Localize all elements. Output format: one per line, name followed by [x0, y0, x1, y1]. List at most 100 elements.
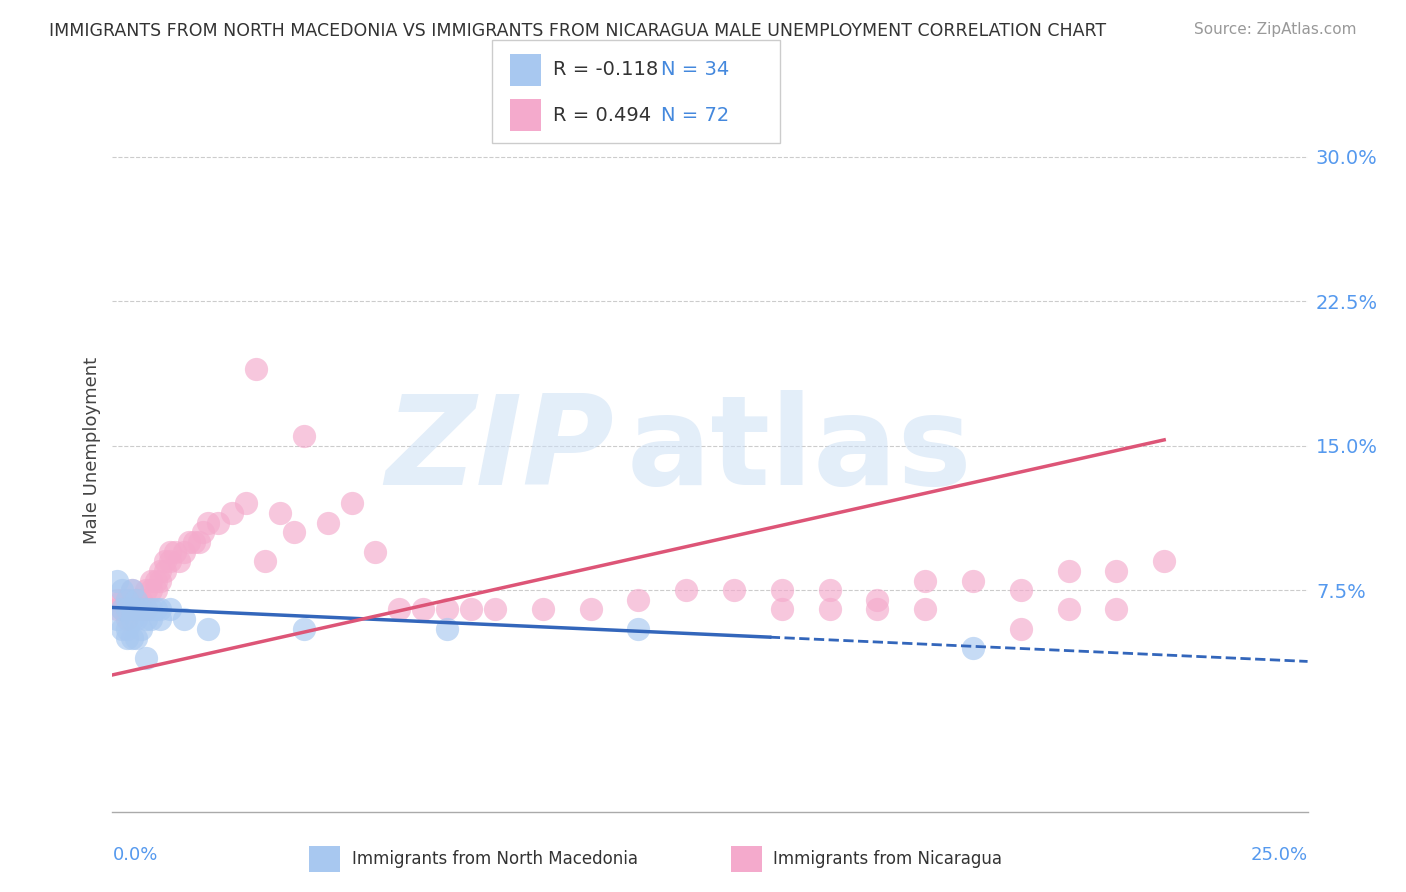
Point — [135, 612, 157, 626]
Point — [135, 602, 157, 616]
Point — [135, 583, 157, 598]
Point — [139, 583, 162, 598]
Point — [818, 602, 841, 616]
Point — [135, 602, 157, 616]
Point — [145, 574, 167, 588]
Point — [579, 602, 602, 616]
Point — [145, 583, 167, 598]
Text: R = 0.494: R = 0.494 — [553, 105, 651, 125]
Point — [163, 544, 186, 558]
Point — [221, 506, 243, 520]
Point — [135, 650, 157, 665]
Point — [187, 535, 209, 549]
Point — [121, 632, 143, 646]
Point — [235, 496, 257, 510]
Point — [135, 602, 157, 616]
Point — [627, 592, 650, 607]
Point — [145, 602, 167, 616]
Point — [129, 622, 152, 636]
Point — [173, 612, 195, 626]
Point — [115, 602, 138, 616]
Point — [125, 612, 148, 626]
Point — [149, 574, 172, 588]
Point — [111, 583, 134, 598]
Point — [412, 602, 434, 616]
Point — [115, 612, 138, 626]
Point — [675, 583, 697, 598]
Text: ZIP: ZIP — [385, 390, 614, 511]
Point — [962, 574, 984, 588]
Point — [105, 574, 128, 588]
Point — [1105, 564, 1128, 578]
Point — [183, 535, 205, 549]
Point — [193, 525, 215, 540]
Point — [125, 632, 148, 646]
Point — [436, 602, 458, 616]
Point — [173, 544, 195, 558]
Point — [129, 602, 152, 616]
Point — [340, 496, 363, 510]
Y-axis label: Male Unemployment: Male Unemployment — [83, 357, 101, 544]
Point — [115, 632, 138, 646]
Point — [197, 622, 219, 636]
Point — [111, 592, 134, 607]
Point — [197, 516, 219, 530]
Point — [121, 602, 143, 616]
Point — [962, 640, 984, 655]
Point — [627, 622, 650, 636]
Point — [121, 583, 143, 598]
Point — [105, 602, 128, 616]
Text: atlas: atlas — [627, 390, 972, 511]
Point — [115, 602, 138, 616]
Point — [723, 583, 745, 598]
Point — [121, 583, 143, 598]
Point — [105, 612, 128, 626]
Text: IMMIGRANTS FROM NORTH MACEDONIA VS IMMIGRANTS FROM NICARAGUA MALE UNEMPLOYMENT C: IMMIGRANTS FROM NORTH MACEDONIA VS IMMIG… — [49, 22, 1107, 40]
Point — [153, 554, 176, 568]
Point — [914, 602, 936, 616]
Point — [115, 592, 138, 607]
Point — [283, 525, 305, 540]
Text: 25.0%: 25.0% — [1250, 847, 1308, 864]
Point — [149, 602, 172, 616]
Text: Source: ZipAtlas.com: Source: ZipAtlas.com — [1194, 22, 1357, 37]
Point — [111, 602, 134, 616]
Point — [269, 506, 291, 520]
Point — [460, 602, 482, 616]
Point — [770, 602, 793, 616]
Point — [818, 583, 841, 598]
Point — [105, 592, 128, 607]
Point — [139, 612, 162, 626]
Text: Immigrants from Nicaragua: Immigrants from Nicaragua — [773, 850, 1002, 868]
Text: N = 34: N = 34 — [661, 60, 730, 79]
Point — [111, 602, 134, 616]
Point — [139, 574, 162, 588]
Point — [153, 564, 176, 578]
Point — [254, 554, 277, 568]
Text: 0.0%: 0.0% — [112, 847, 157, 864]
Point — [159, 554, 181, 568]
Point — [1057, 602, 1080, 616]
Point — [207, 516, 229, 530]
Point — [292, 429, 315, 443]
Point — [121, 602, 143, 616]
Point — [125, 592, 148, 607]
Point — [1010, 622, 1032, 636]
Point — [125, 602, 148, 616]
Point — [159, 602, 181, 616]
Point — [129, 592, 152, 607]
Point — [866, 602, 889, 616]
Point — [125, 602, 148, 616]
Point — [125, 602, 148, 616]
Point — [914, 574, 936, 588]
Point — [149, 612, 172, 626]
Point — [121, 612, 143, 626]
Point — [1153, 554, 1175, 568]
Point — [125, 592, 148, 607]
Point — [436, 622, 458, 636]
Point — [115, 622, 138, 636]
Point — [484, 602, 506, 616]
Point — [1010, 583, 1032, 598]
Point — [245, 361, 267, 376]
Point — [149, 564, 172, 578]
